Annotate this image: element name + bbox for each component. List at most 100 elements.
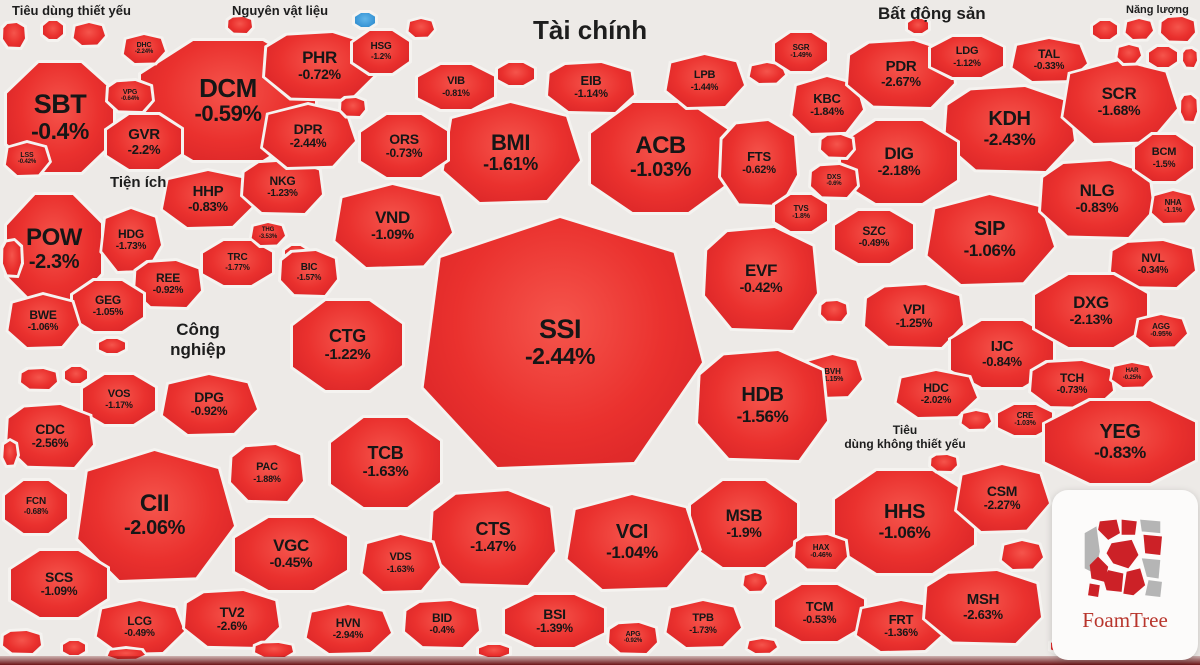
cell-VGC[interactable]: VGC -0.45% — [232, 515, 350, 593]
cell-VDS[interactable]: VDS -1.63% — [359, 532, 443, 594]
cell-NVL[interactable]: NVL -0.34% — [1108, 238, 1198, 290]
cell-NHA[interactable]: NHA -1.1% — [1149, 188, 1198, 226]
cell-small-nang-luong-3[interactable] — [1146, 44, 1180, 70]
cell-GVR[interactable]: GVR -2.2% — [104, 112, 184, 172]
cell-BSI[interactable]: BSI -1.39% — [502, 592, 607, 650]
cell-BIC[interactable]: BIC -1.57% — [278, 248, 340, 298]
cell-LPB[interactable]: LPB -1.44% — [663, 52, 747, 110]
cell-DXG[interactable]: DXG -2.13% — [1032, 272, 1150, 350]
cell-TV2[interactable]: TV2 -2.6% — [182, 588, 282, 650]
cell-VOS[interactable]: VOS -1.17% — [80, 372, 158, 427]
cell-LSS[interactable]: LSS -0.42% — [3, 140, 52, 178]
cell-small-bat-dong-san-25[interactable] — [958, 408, 994, 432]
cell-FTS[interactable]: FTS -0.62% — [718, 118, 800, 208]
cell-CDC[interactable]: CDC -2.56% — [4, 402, 96, 470]
cell-DPG[interactable]: DPG -0.92% — [160, 372, 260, 437]
cell-small-nang-luong-4[interactable] — [1114, 42, 1144, 66]
cell-SGR[interactable]: SGR -1.49% — [772, 30, 830, 74]
cell-small-tai-chinh-28[interactable] — [740, 570, 770, 594]
cell-TPB[interactable]: TPB -1.73% — [663, 598, 744, 650]
cell-VPI[interactable]: VPI -1.25% — [862, 282, 966, 350]
cell-DIG[interactable]: DIG -2.18% — [838, 118, 960, 206]
cell-small-tai-chinh-27[interactable] — [476, 642, 512, 660]
cell-EVF[interactable]: EVF -0.42% — [702, 225, 820, 333]
cell-THG[interactable]: THG -3.53% — [248, 220, 288, 248]
foamtree-logo[interactable]: FoamTree — [1052, 490, 1198, 660]
cell-TVS[interactable]: TVS -1.8% — [772, 192, 830, 234]
cell-GEG[interactable]: GEG -1.05% — [70, 278, 146, 334]
cell-PAC[interactable]: PAC -1.88% — [228, 442, 306, 504]
cell-DXS[interactable]: DXS -0.6% — [808, 162, 860, 200]
cell-LDG[interactable]: LDG -1.12% — [928, 34, 1006, 80]
cell-CSM[interactable]: CSM -2.27% — [954, 462, 1052, 534]
cell-small-tieu-dung-thiet-yeu-2[interactable] — [0, 20, 28, 50]
cell-small-tieu-dung-khong-thiet-yeu-8[interactable] — [928, 452, 960, 474]
cell-small-nang-luong-1[interactable] — [1122, 16, 1156, 42]
cell-TCM[interactable]: TCM -0.53% — [772, 582, 867, 644]
cell-BWE[interactable]: BWE -1.06% — [5, 292, 82, 350]
cell-small-nang-luong-0[interactable] — [1090, 18, 1120, 42]
cell-BVH[interactable]: BVH -1.15% — [801, 352, 865, 400]
cell-MSB[interactable]: MSB -1.9% — [688, 478, 800, 570]
cell-VND[interactable]: VND -1.09% — [332, 182, 455, 270]
cell-small-nang-luong-5[interactable] — [1180, 46, 1200, 70]
cell-small-tieu-dung-khong-thiet-yeu-7[interactable] — [998, 538, 1046, 572]
cell-AGG[interactable]: AGG -0.95% — [1133, 312, 1190, 350]
cell-KDH[interactable]: KDH -2.43% — [942, 84, 1077, 174]
cell-small-nguyen-vat-lieu-11[interactable] — [225, 14, 255, 36]
cell-HDB[interactable]: HDB -1.56% — [695, 348, 830, 463]
cell-small-cong-nghiep-12[interactable] — [62, 364, 90, 386]
cell-small-bat-dong-san-24[interactable] — [905, 16, 931, 36]
cell-NLG[interactable]: NLG -0.83% — [1038, 158, 1156, 240]
cell-VCI[interactable]: VCI -1.04% — [564, 492, 702, 592]
cell-ORS[interactable]: ORS -0.73% — [358, 112, 450, 180]
cell-EIB[interactable]: EIB -1.14% — [545, 60, 637, 115]
cell-APG[interactable]: APG -0.92% — [606, 620, 660, 656]
cell-small-tieu-dung-thiet-yeu-4[interactable] — [70, 20, 108, 48]
cell-SCR[interactable]: SCR -1.68% — [1060, 58, 1180, 146]
cell-BID[interactable]: BID -0.4% — [402, 598, 482, 650]
cell-ACB[interactable]: ACB -1.03% — [588, 100, 733, 215]
cell-BCM[interactable]: BCM -1.5% — [1132, 132, 1196, 184]
cell-TCB[interactable]: TCB -1.63% — [328, 415, 443, 510]
cell-small-cong-nghiep-14[interactable] — [0, 628, 44, 656]
cell-HVN[interactable]: HVN -2.94% — [303, 602, 394, 656]
cell-TCH[interactable]: TCH -0.73% — [1028, 358, 1116, 410]
cell-small-cong-nghiep-11[interactable] — [18, 366, 60, 392]
cell-SZC[interactable]: SZC -0.49% — [832, 208, 916, 266]
cell-small-bat-dong-san-26[interactable] — [1178, 92, 1200, 124]
cell-small-nguyen-vat-lieu-14[interactable] — [338, 95, 368, 119]
cell-BMI[interactable]: BMI -1.61% — [440, 100, 583, 205]
cell-SIP[interactable]: SIP -1.06% — [924, 192, 1057, 287]
cell-FCN[interactable]: FCN -0.68% — [2, 478, 70, 536]
cell-small-tieu-dung-khong-thiet-yeu-10[interactable] — [744, 636, 780, 656]
cell-small-tien-ich-5[interactable] — [0, 238, 24, 278]
cell-small-cong-nghiep-15[interactable] — [60, 638, 88, 658]
cell-LCG[interactable]: LCG -0.49% — [93, 598, 187, 656]
cell-HAX[interactable]: HAX -0.46% — [792, 532, 850, 572]
cell-VPG[interactable]: VPG -0.64% — [105, 78, 155, 114]
cell-CTS[interactable]: CTS -1.47% — [428, 488, 558, 588]
cell-HSG[interactable]: HSG -1.2% — [350, 28, 412, 76]
cell-small-nang-luong-2[interactable] — [1158, 14, 1198, 44]
cell-SBT[interactable]: SBT -0.4% — [4, 60, 116, 175]
cell-CTG[interactable]: CTG -1.22% — [290, 298, 405, 393]
cell-small-nguyen-vat-lieu-12[interactable] — [352, 10, 378, 30]
cell-CII[interactable]: CII -2.06% — [75, 448, 237, 583]
cell-DHC[interactable]: DHC -2.24% — [120, 32, 168, 66]
cell-small-nguyen-vat-lieu-13[interactable] — [405, 16, 437, 40]
cell-small-bat-dong-san-23[interactable] — [818, 132, 856, 160]
cell-VIB[interactable]: VIB -0.81% — [415, 62, 497, 112]
cell-small-tai-chinh-26[interactable] — [818, 298, 850, 324]
cell-small-tieu-dung-thiet-yeu-3[interactable] — [40, 18, 66, 42]
cell-HAR[interactable]: HAR -0.25% — [1108, 360, 1156, 390]
cell-MSH[interactable]: MSH -2.63% — [922, 568, 1044, 646]
cell-SSI[interactable]: SSI -2.44% — [420, 215, 705, 470]
cell-small-tai-chinh-24[interactable] — [495, 60, 537, 88]
cell-YEG[interactable]: YEG -0.83% — [1042, 398, 1198, 486]
cell-HHS[interactable]: HHS -1.06% — [832, 468, 977, 576]
cell-SCS[interactable]: SCS -1.09% — [8, 548, 110, 620]
cell-small-tien-ich-6[interactable] — [96, 336, 128, 356]
cell-small-cong-nghiep-13[interactable] — [0, 438, 20, 468]
cell-small-cong-nghiep-17[interactable] — [252, 640, 296, 660]
